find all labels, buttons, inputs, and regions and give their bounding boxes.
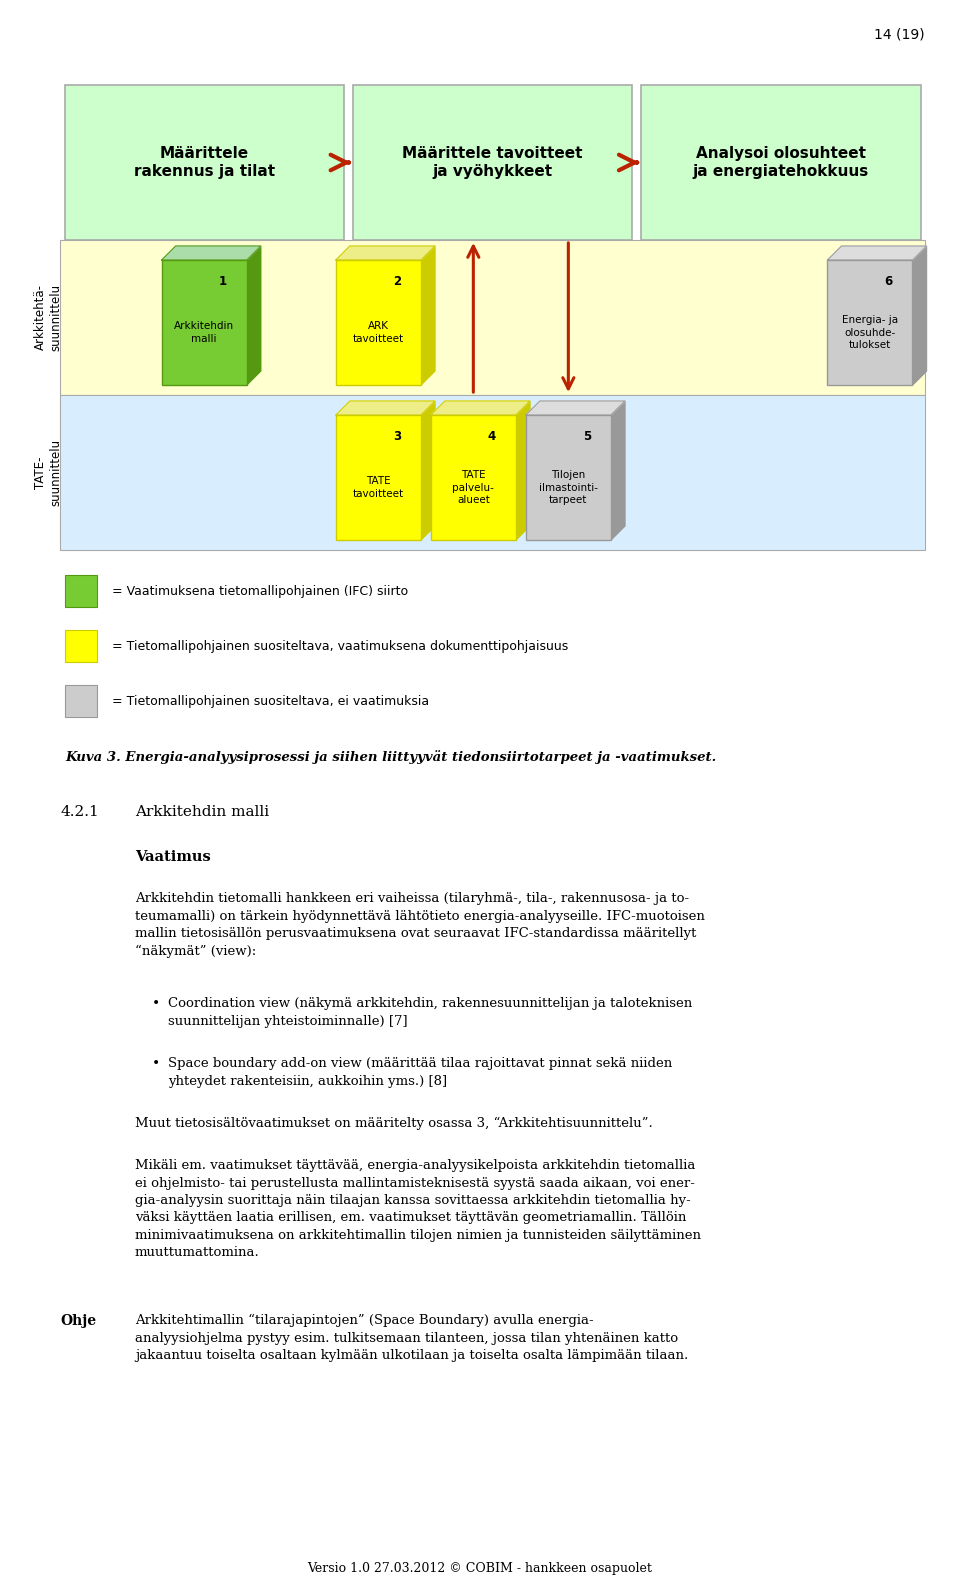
Text: Arkkitehdin tietomalli hankkeen eri vaiheissa (tilaryhmä-, tila-, rakennusosa- j: Arkkitehdin tietomalli hankkeen eri vaih…: [135, 892, 705, 958]
Text: Arkkitehtimallin “tilarajapintojen” (Space Boundary) avulla energia-
analyysiohj: Arkkitehtimallin “tilarajapintojen” (Spa…: [135, 1315, 688, 1362]
Text: 14 (19): 14 (19): [875, 29, 925, 43]
Text: 1: 1: [219, 276, 227, 288]
Text: Versio 1.0 27.03.2012 © COBIM - hankkeen osapuolet: Versio 1.0 27.03.2012 © COBIM - hankkeen…: [307, 1562, 653, 1574]
Polygon shape: [420, 246, 435, 385]
FancyBboxPatch shape: [336, 415, 420, 540]
Text: TATE
tavoitteet: TATE tavoitteet: [352, 477, 404, 499]
Text: 6: 6: [884, 276, 893, 288]
FancyBboxPatch shape: [60, 394, 925, 550]
Text: Määrittele tavoitteet
ja vyöhykkeet: Määrittele tavoitteet ja vyöhykkeet: [402, 146, 583, 179]
Polygon shape: [431, 401, 530, 415]
Text: ARK
tavoitteet: ARK tavoitteet: [352, 322, 404, 344]
Text: Määrittele
rakennus ja tilat: Määrittele rakennus ja tilat: [133, 146, 275, 179]
Polygon shape: [336, 401, 435, 415]
FancyBboxPatch shape: [526, 415, 611, 540]
Text: Energia- ja
olosuhde-
tulokset: Energia- ja olosuhde- tulokset: [842, 315, 898, 350]
Polygon shape: [420, 401, 435, 540]
FancyBboxPatch shape: [431, 415, 516, 540]
Text: Coordination view (näkymä arkkitehdin, rakennesuunnittelijan ja taloteknisen
suu: Coordination view (näkymä arkkitehdin, r…: [168, 996, 692, 1028]
Text: Mikäli em. vaatimukset täyttävää, energia-analyysikelpoista arkkitehdin tietomal: Mikäli em. vaatimukset täyttävää, energi…: [135, 1159, 701, 1259]
Text: Kuva 3. Energia-analyysiprosessi ja siihen liittyyvät tiedonsiirtotarpeet ja -va: Kuva 3. Energia-analyysiprosessi ja siih…: [65, 749, 716, 763]
FancyBboxPatch shape: [641, 86, 921, 241]
Polygon shape: [161, 246, 261, 260]
Text: Space boundary add-on view (määrittää tilaa rajoittavat pinnat sekä niiden
yhtey: Space boundary add-on view (määrittää ti…: [168, 1057, 672, 1088]
Polygon shape: [828, 246, 926, 260]
Text: Arkkitehdin malli: Arkkitehdin malli: [135, 805, 269, 819]
Text: Arkkitehdin
malli: Arkkitehdin malli: [174, 322, 234, 344]
FancyBboxPatch shape: [60, 241, 925, 394]
FancyBboxPatch shape: [161, 260, 247, 385]
Polygon shape: [336, 246, 435, 260]
Text: = Tietomallipohjainen suositeltava, ei vaatimuksia: = Tietomallipohjainen suositeltava, ei v…: [112, 694, 429, 708]
Text: Ohje: Ohje: [60, 1315, 96, 1327]
Text: Arkkitehtä-
suunnittelu: Arkkitehtä- suunnittelu: [34, 284, 62, 352]
Polygon shape: [913, 246, 926, 385]
Text: •: •: [152, 996, 160, 1011]
Text: Muut tietosisältövaatimukset on määritelty osassa 3, “Arkkitehtisuunnittelu”.: Muut tietosisältövaatimukset on määritel…: [135, 1117, 653, 1131]
Text: Vaatimus: Vaatimus: [135, 851, 211, 863]
Text: 3: 3: [393, 429, 401, 444]
Text: TATE-
suunnittelu: TATE- suunnittelu: [34, 439, 62, 505]
Text: 4.2.1: 4.2.1: [60, 805, 99, 819]
Text: = Tietomallipohjainen suositeltava, vaatimuksena dokumenttipohjaisuus: = Tietomallipohjainen suositeltava, vaat…: [112, 640, 568, 653]
Text: = Vaatimuksena tietomallipohjainen (IFC) siirto: = Vaatimuksena tietomallipohjainen (IFC)…: [112, 584, 408, 597]
FancyBboxPatch shape: [64, 86, 344, 241]
Text: 2: 2: [393, 276, 401, 288]
Polygon shape: [611, 401, 625, 540]
FancyBboxPatch shape: [65, 630, 97, 662]
Text: 4: 4: [488, 429, 496, 444]
Polygon shape: [247, 246, 261, 385]
FancyBboxPatch shape: [65, 575, 97, 607]
FancyBboxPatch shape: [65, 684, 97, 718]
FancyBboxPatch shape: [828, 260, 913, 385]
FancyBboxPatch shape: [353, 86, 633, 241]
Text: •: •: [152, 1057, 160, 1071]
Text: 5: 5: [583, 429, 591, 444]
Text: Tilojen
ilmastointi-
tarpeet: Tilojen ilmastointi- tarpeet: [539, 470, 598, 505]
FancyBboxPatch shape: [336, 260, 420, 385]
Text: Analysoi olosuhteet
ja energiatehokkuus: Analysoi olosuhteet ja energiatehokkuus: [693, 146, 869, 179]
Text: TATE
palvelu-
alueet: TATE palvelu- alueet: [452, 470, 494, 505]
Polygon shape: [516, 401, 530, 540]
Polygon shape: [526, 401, 625, 415]
